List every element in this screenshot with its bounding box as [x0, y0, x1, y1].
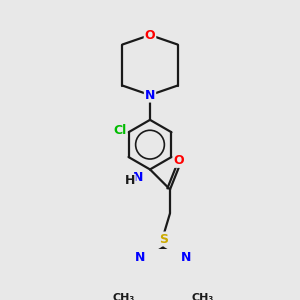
Text: S: S: [159, 232, 168, 245]
Text: CH₃: CH₃: [112, 292, 134, 300]
Text: O: O: [145, 28, 155, 41]
Text: CH₃: CH₃: [191, 292, 214, 300]
Text: O: O: [174, 154, 184, 167]
Text: N: N: [145, 88, 155, 102]
Text: Cl: Cl: [113, 124, 127, 137]
Text: N: N: [181, 251, 191, 264]
Text: H: H: [125, 174, 135, 188]
Text: N: N: [133, 171, 143, 184]
Text: N: N: [135, 251, 145, 264]
